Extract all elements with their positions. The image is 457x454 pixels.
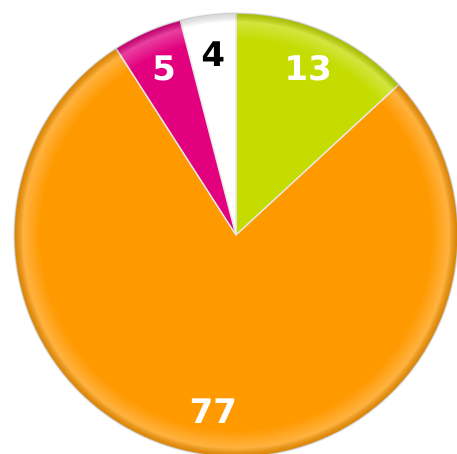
data-label: 77 [190, 392, 237, 432]
data-label: 13 [284, 49, 331, 89]
data-label: 4 [201, 35, 225, 75]
data-label: 5 [152, 49, 176, 89]
